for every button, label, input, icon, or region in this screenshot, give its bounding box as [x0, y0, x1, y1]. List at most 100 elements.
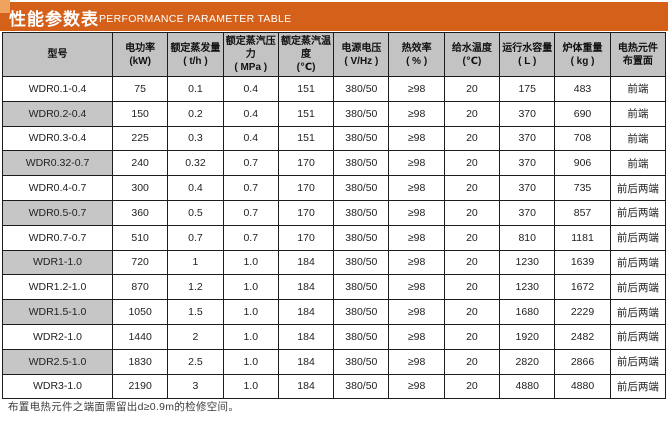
value-cell: 20	[443, 224, 501, 251]
value-cell: 1680	[499, 299, 556, 325]
value-cell: 0.7	[222, 150, 279, 177]
value-cell: 20	[443, 199, 501, 226]
value-cell: 0.7	[222, 199, 279, 226]
value-cell: 370	[499, 199, 556, 226]
value-cell: 1639	[554, 249, 611, 276]
value-cell: 0.1	[167, 76, 224, 102]
value-cell: 184	[277, 249, 335, 276]
model-cell: WDR0.5-0.7	[2, 199, 113, 226]
value-cell: 184	[277, 323, 335, 350]
model-cell: WDR1.2-1.0	[2, 274, 113, 301]
value-cell: 370	[499, 175, 556, 201]
value-cell: 1230	[499, 274, 556, 301]
value-cell: 2229	[554, 299, 611, 325]
table-row: WDR0.3-0.4 225 0.3 0.4 151 380/50 ≥98 20 370 708 前…	[2, 125, 667, 152]
value-cell: 370	[499, 100, 556, 127]
value-cell: 20	[443, 348, 501, 375]
value-cell: 20	[443, 249, 501, 276]
value-cell: 735	[554, 175, 611, 201]
value-cell: 前后两端	[609, 299, 667, 325]
value-cell: ≥98	[388, 323, 445, 350]
value-cell: 前后两端	[609, 323, 667, 350]
value-cell: 870	[111, 274, 169, 301]
value-cell: 1181	[554, 224, 611, 251]
value-cell: 151	[277, 125, 335, 152]
value-cell: 1.0	[222, 323, 279, 350]
value-cell: 380/50	[333, 175, 390, 201]
value-cell: 0.2	[167, 100, 224, 127]
value-cell: 170	[277, 175, 335, 201]
value-cell: 240	[111, 150, 169, 177]
value-cell: 前后两端	[609, 224, 667, 251]
value-cell: 380/50	[333, 150, 390, 177]
column-header: 电源电压( V/Hz )	[333, 32, 390, 77]
value-cell: 483	[554, 76, 611, 102]
value-cell: 前端	[609, 125, 667, 152]
value-cell: 184	[277, 348, 335, 375]
value-cell: ≥98	[388, 299, 445, 325]
value-cell: 300	[111, 175, 169, 201]
value-cell: 380/50	[333, 299, 390, 325]
value-cell: 0.4	[222, 125, 279, 152]
value-cell: ≥98	[388, 224, 445, 251]
value-cell: 1920	[499, 323, 556, 350]
value-cell: 1.5	[167, 299, 224, 325]
value-cell: 184	[277, 373, 335, 400]
value-cell: 1.0	[222, 373, 279, 400]
table-row: WDR2.5-1.0 1830 2.5 1.0 184 380/50 ≥98 20 2820 28…	[2, 348, 667, 375]
value-cell: 510	[111, 224, 169, 251]
value-cell: 170	[277, 199, 335, 226]
model-cell: WDR0.32-0.7	[2, 150, 113, 177]
value-cell: 0.7	[167, 224, 224, 251]
value-cell: 170	[277, 150, 335, 177]
model-cell: WDR0.3-0.4	[2, 125, 113, 152]
performance-parameter-table: 型号 电功率 (kW) 额定蒸发量( t/h ) 额定蒸汽压力( MPa ) 额定蒸汽温度…	[2, 32, 667, 400]
value-cell: 前后两端	[609, 199, 667, 226]
value-cell: 1	[167, 249, 224, 276]
value-cell: 2866	[554, 348, 611, 375]
model-cell: WDR0.2-0.4	[2, 100, 113, 127]
corner-accent-square	[0, 0, 10, 13]
column-header: 额定蒸发量( t/h )	[167, 32, 224, 77]
table-row: WDR0.32-0.7 240 0.32 0.7 170 380/50 ≥98 20 370 90…	[2, 150, 667, 177]
value-cell: 前后两端	[609, 249, 667, 276]
column-header: 运行水容量( L )	[499, 32, 556, 77]
table-row: WDR2-1.0 1440 2 1.0 184 380/50 ≥98 20 1920 2482 前后…	[2, 323, 667, 350]
value-cell: 380/50	[333, 249, 390, 276]
value-cell: 170	[277, 224, 335, 251]
value-cell: 184	[277, 274, 335, 301]
table-row: WDR1.2-1.0 870 1.2 1.0 184 380/50 ≥98 20 1230 167…	[2, 274, 667, 301]
value-cell: 前后两端	[609, 175, 667, 201]
value-cell: 380/50	[333, 100, 390, 127]
column-header: 型号	[2, 32, 113, 77]
model-cell: WDR0.4-0.7	[2, 175, 113, 201]
value-cell: 0.4	[222, 100, 279, 127]
value-cell: 184	[277, 299, 335, 325]
value-cell: 0.7	[222, 224, 279, 251]
value-cell: 1830	[111, 348, 169, 375]
value-cell: 380/50	[333, 274, 390, 301]
value-cell: 2	[167, 323, 224, 350]
model-cell: WDR1.5-1.0	[2, 299, 113, 325]
value-cell: ≥98	[388, 199, 445, 226]
value-cell: 20	[443, 125, 501, 152]
value-cell: ≥98	[388, 249, 445, 276]
value-cell: 前端	[609, 76, 667, 102]
value-cell: 前后两端	[609, 274, 667, 301]
value-cell: 1050	[111, 299, 169, 325]
value-cell: 20	[443, 373, 501, 400]
value-cell: 20	[443, 274, 501, 301]
value-cell: 380/50	[333, 224, 390, 251]
value-cell: 1230	[499, 249, 556, 276]
value-cell: 1672	[554, 274, 611, 301]
value-cell: 380/50	[333, 373, 390, 400]
value-cell: 4880	[499, 373, 556, 400]
column-header: 额定蒸汽压力( MPa )	[222, 32, 279, 77]
value-cell: 20	[443, 100, 501, 127]
value-cell: 151	[277, 76, 335, 102]
value-cell: 360	[111, 199, 169, 226]
table-row: WDR1.5-1.0 1050 1.5 1.0 184 380/50 ≥98 20 1680 22…	[2, 299, 667, 325]
value-cell: 75	[111, 76, 169, 102]
value-cell: ≥98	[388, 373, 445, 400]
value-cell: 前后两端	[609, 373, 667, 400]
